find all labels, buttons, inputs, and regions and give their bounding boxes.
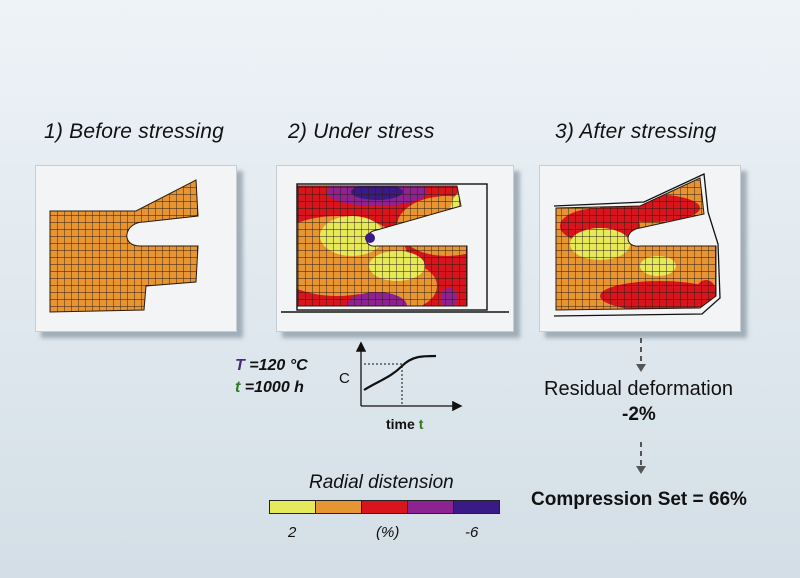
panel-after-stressing [539, 165, 741, 332]
curve-line [363, 354, 437, 391]
temperature-symbol: T [235, 357, 245, 374]
legend-swatch-yellow [269, 500, 315, 514]
residual-deformation-value: -2% [622, 404, 656, 425]
mini-chart-ylabel: C [339, 370, 350, 387]
title-after-stressing: 3) After stressing [555, 120, 717, 143]
legend-title: Radial distension [309, 472, 454, 493]
legend-tick-max: -6 [465, 524, 479, 541]
duration-value: =1000 h [240, 379, 304, 396]
compression-set-result: Compression Set = 66% [531, 489, 747, 510]
seal-before-figure [49, 179, 199, 313]
compression-time-curve [355, 341, 463, 412]
seal-under-stress-figure [281, 183, 509, 313]
legend-tick-unit: (%) [376, 524, 400, 541]
legend-tick-min: 2 [288, 524, 297, 541]
temperature-value: =120 °C [244, 357, 308, 374]
duration-symbol: t [235, 379, 241, 396]
residual-deformation-label: Residual deformation [544, 378, 733, 400]
mini-chart-xlabel-symbol: t [418, 416, 424, 432]
curve-guide [364, 363, 403, 406]
duration-condition: t =1000 h [235, 378, 304, 398]
temperature-condition: T =120 °C [235, 356, 308, 376]
panel-under-stress [276, 165, 514, 332]
arrow-to-residual [636, 338, 646, 372]
mini-chart-xlabel: time t [386, 416, 423, 432]
legend-swatch-purple [407, 500, 453, 514]
legend-color-bar [269, 500, 500, 514]
mini-chart-xlabel-text: time [386, 416, 415, 432]
title-under-stress: 2) Under stress [288, 120, 435, 143]
title-before-stressing: 1) Before stressing [44, 120, 225, 143]
seal-after-stressing-figure [553, 173, 721, 317]
legend-swatch-orange [315, 500, 361, 514]
panel-before-stressing [35, 165, 237, 332]
legend-swatch-navy [453, 500, 500, 514]
legend-swatch-red [361, 500, 407, 514]
arrow-to-compression-set [636, 442, 646, 474]
